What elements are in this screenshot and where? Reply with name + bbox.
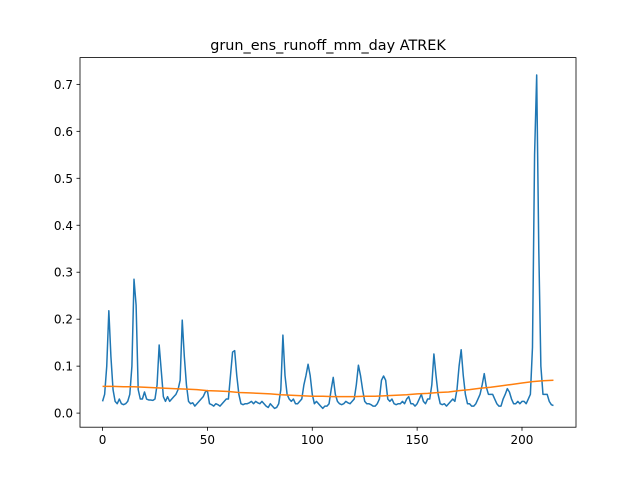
x-tick-label: 100 <box>301 433 324 447</box>
y-tick-label: 0.6 <box>54 125 73 139</box>
line-series <box>102 379 554 398</box>
y-tick-label: 0.0 <box>54 407 73 421</box>
y-tick-label: 0.7 <box>54 78 73 92</box>
y-tick-label: 0.2 <box>54 313 73 327</box>
axes-frame <box>79 57 577 428</box>
y-tick-label: 0.4 <box>54 219 73 233</box>
x-tick-label: 150 <box>406 433 429 447</box>
x-tick-label: 200 <box>511 433 534 447</box>
line-series <box>101 74 554 410</box>
y-tick-label: 0.5 <box>54 172 73 186</box>
y-tick-label: 0.1 <box>54 360 73 374</box>
y-tick-label: 0.3 <box>54 266 73 280</box>
x-tick-label: 50 <box>200 433 215 447</box>
chart-title: grun_ens_runoff_mm_day ATREK <box>210 38 446 54</box>
x-tick-label: 0 <box>99 433 107 447</box>
